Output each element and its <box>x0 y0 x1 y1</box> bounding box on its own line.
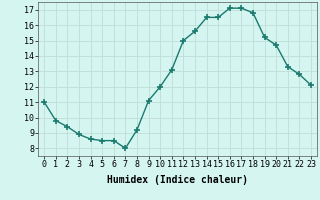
X-axis label: Humidex (Indice chaleur): Humidex (Indice chaleur) <box>107 175 248 185</box>
